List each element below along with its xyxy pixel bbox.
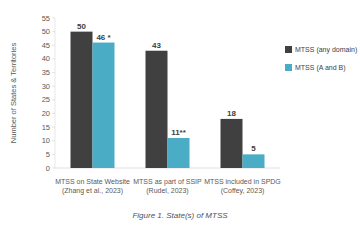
- chart-container: 0 5 10 15 20 25 30 35 40 45 50 55 Number of States &…: [0, 0, 360, 240]
- bar: [221, 119, 243, 168]
- y-tick-label: 5: [46, 150, 50, 159]
- y-tick-label: 50: [42, 27, 50, 36]
- y-tick-label: 35: [42, 68, 50, 77]
- y-tick: [52, 45, 55, 46]
- legend-label: MTSS (A and B): [295, 64, 346, 72]
- data-label: 43: [152, 41, 161, 50]
- y-tick: [52, 127, 55, 128]
- data-label: 11**: [171, 128, 187, 137]
- y-tick: [52, 86, 55, 87]
- y-tick-label: 0: [46, 164, 50, 173]
- legend-swatch: [285, 46, 292, 53]
- x-tick-label-line: (Coffey, 2023): [221, 187, 265, 195]
- y-tick-label: 40: [42, 54, 50, 63]
- y-tick: [52, 140, 55, 141]
- y-tick: [52, 31, 55, 32]
- x-tick-label-line: MTSS on State Website: [55, 178, 130, 185]
- data-label: 18: [227, 109, 236, 118]
- legend: MTSS (any domain) MTSS (A and B): [285, 46, 357, 72]
- y-tick: [52, 72, 55, 73]
- y-tick: [52, 168, 55, 169]
- y-axis-line: [55, 18, 56, 168]
- bar: [168, 138, 190, 168]
- data-label: 5: [251, 144, 256, 153]
- y-tick: [52, 99, 55, 100]
- data-labels: 50 43 18 46 * 11** 5: [77, 22, 256, 154]
- bars: [71, 32, 265, 168]
- x-tick-label-line: MTSS included in SPDG: [204, 178, 281, 185]
- y-tick: [52, 58, 55, 59]
- legend-swatch: [285, 64, 292, 71]
- y-tick: [52, 113, 55, 114]
- y-tick-label: 30: [42, 82, 50, 91]
- bar: [71, 32, 93, 168]
- bar: [243, 154, 265, 168]
- y-tick: [52, 154, 55, 155]
- x-tick-label: MTSS included in SPDG (Coffey, 2023): [204, 178, 281, 195]
- bar: [93, 43, 115, 168]
- y-tick-label: 10: [42, 136, 50, 145]
- bar: [146, 51, 168, 168]
- x-tick-label-line: (Zhang et al., 2023): [62, 187, 123, 195]
- y-tick-label: 55: [42, 14, 50, 23]
- legend-label: MTSS (any domain): [295, 46, 357, 54]
- data-label: 46 *: [96, 33, 111, 42]
- y-tick-label: 25: [42, 95, 50, 104]
- x-tick-label: MTSS as part of SSIP(Rudel, 2023): [133, 178, 202, 195]
- chart-svg: 0 5 10 15 20 25 30 35 40 45 50 55 Number of States &…: [0, 0, 360, 240]
- y-tick: [52, 18, 55, 19]
- x-tick-label-line: MTSS as part of SSIP: [133, 178, 202, 186]
- x-tick-label-line: (Rudel, 2023): [146, 187, 188, 195]
- y-tick-label: 20: [42, 109, 50, 118]
- y-tick-label: 15: [42, 123, 50, 132]
- y-axis-label: Number of States & Territories: [9, 43, 18, 144]
- caption: Figure 1. State(s) of MTSS: [132, 211, 228, 220]
- y-tick-label: 45: [42, 41, 50, 50]
- x-tick-label: MTSS on State Website (Zhang et al., 2023…: [55, 178, 130, 195]
- data-label: 50: [77, 22, 86, 31]
